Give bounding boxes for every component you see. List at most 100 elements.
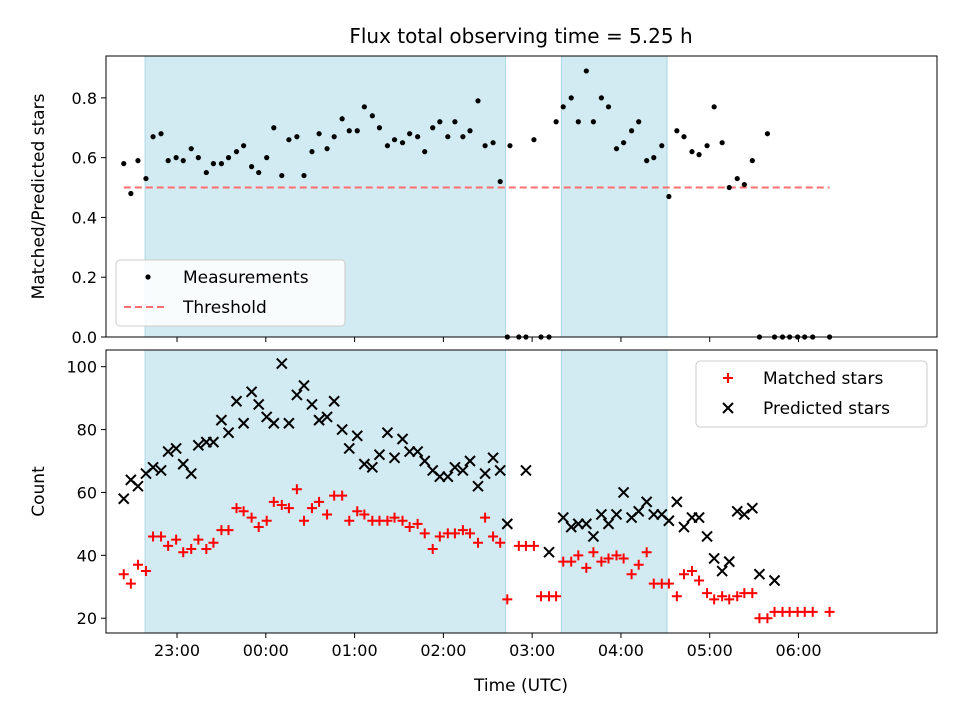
predicted-star-point — [520, 464, 532, 477]
matched-star-point — [125, 578, 136, 589]
matched-star-point — [686, 566, 697, 577]
predicted-star-point — [215, 414, 228, 426]
top-y-tick-label: 0.0 — [72, 328, 97, 347]
top-y-tick-label: 0.6 — [72, 149, 97, 168]
predicted-star-point — [373, 449, 386, 461]
measurement-point — [598, 95, 605, 101]
predicted-star-point — [617, 486, 630, 499]
matched-star-point — [223, 525, 234, 536]
matched-star-point — [611, 550, 622, 561]
predicted-star-point — [147, 461, 159, 473]
top-shaded-interval-1 — [560, 55, 668, 338]
predicted-star-point — [595, 508, 608, 521]
matched-star-point — [762, 613, 773, 624]
measurement-point — [467, 128, 473, 134]
measurement-point — [180, 158, 186, 164]
predicted-star-point — [381, 426, 394, 439]
measurement-point — [173, 155, 179, 161]
measurement-point — [354, 128, 360, 134]
top-y-tick-label: 0.8 — [72, 89, 97, 108]
matched-star-point — [412, 518, 423, 529]
predicted-star-point — [565, 521, 577, 533]
matched-star-point — [314, 496, 325, 507]
predicted-star-point — [602, 518, 615, 530]
bottom-y-tick-label: 100 — [66, 358, 97, 377]
predicted-star-point — [170, 442, 182, 455]
predicted-star-point — [501, 518, 514, 530]
matched-star-point — [246, 512, 257, 523]
predicted-star-point — [298, 379, 310, 392]
measurement-point — [271, 125, 277, 131]
predicted-star-point — [731, 505, 743, 518]
measurement-point — [583, 68, 589, 74]
measurement-point — [711, 104, 717, 110]
matched-star-point — [581, 562, 592, 573]
measurement-point — [309, 149, 315, 155]
matched-star-point — [193, 534, 204, 545]
predicted-star-point — [276, 357, 288, 370]
measurement-point — [605, 104, 612, 110]
predicted-star-point — [306, 398, 318, 411]
measurement-point — [188, 146, 194, 152]
measurement-point — [734, 175, 740, 182]
measurement-point — [726, 184, 732, 191]
predicted-star-point — [419, 455, 431, 467]
measurement-point — [620, 140, 627, 146]
matched-star-point — [633, 559, 644, 570]
measurement-point — [651, 155, 657, 161]
measurement-point — [590, 119, 597, 125]
measurement-point — [674, 128, 680, 134]
matched-star-point — [573, 550, 584, 561]
predicted-star-point — [701, 530, 713, 543]
bottom-axes-frame — [105, 349, 938, 634]
measurement-point — [225, 155, 232, 161]
measurement-point — [636, 119, 642, 125]
legend-matched-marker — [723, 373, 733, 383]
measurement-point — [628, 128, 635, 134]
top-legend-label: Threshold — [182, 298, 267, 318]
matched-star-point — [626, 569, 637, 580]
matched-star-point — [291, 484, 302, 495]
predicted-star-point — [252, 398, 265, 411]
measurement-point — [165, 158, 171, 164]
matched-star-point — [261, 515, 272, 526]
matched-star-point — [480, 512, 491, 523]
predicted-star-point — [132, 480, 144, 492]
bottom-y-axis-label: Count — [29, 466, 49, 517]
measurement-point — [741, 181, 747, 188]
matched-star-point — [419, 528, 430, 539]
predicted-star-point — [693, 511, 705, 524]
matched-star-point — [427, 544, 438, 555]
bottom-legend-box — [695, 360, 928, 428]
bottom-shaded-interval-1 — [560, 349, 668, 634]
measurement-point — [143, 175, 149, 182]
predicted-star-point — [411, 445, 424, 458]
predicted-star-point — [663, 515, 675, 527]
matched-star-point — [186, 544, 197, 555]
matched-star-point — [253, 522, 264, 533]
matched-star-point — [140, 566, 151, 577]
matched-star-point — [465, 528, 476, 539]
predicted-star-point — [580, 518, 593, 530]
predicted-star-point — [222, 426, 235, 439]
measurement-point — [279, 172, 285, 179]
matched-star-point — [495, 537, 506, 548]
matched-star-point — [528, 540, 539, 551]
measurement-point — [490, 140, 496, 146]
predicted-star-point — [230, 395, 243, 407]
predicted-star-point — [177, 458, 189, 470]
measurement-point — [430, 125, 436, 131]
measurement-point — [568, 95, 574, 101]
matched-star-point — [298, 515, 309, 526]
predicted-star-point — [716, 565, 728, 577]
x-tick-label: 04:00 — [598, 641, 644, 660]
measurement-point — [415, 134, 421, 140]
measurement-point — [195, 155, 201, 161]
matched-star-point — [337, 490, 348, 501]
measurement-point — [256, 169, 262, 176]
measurement-point — [128, 190, 134, 197]
predicted-star-point — [442, 471, 454, 483]
matched-star-point — [603, 553, 614, 564]
predicted-star-point — [557, 511, 569, 524]
predicted-star-point — [632, 505, 645, 518]
